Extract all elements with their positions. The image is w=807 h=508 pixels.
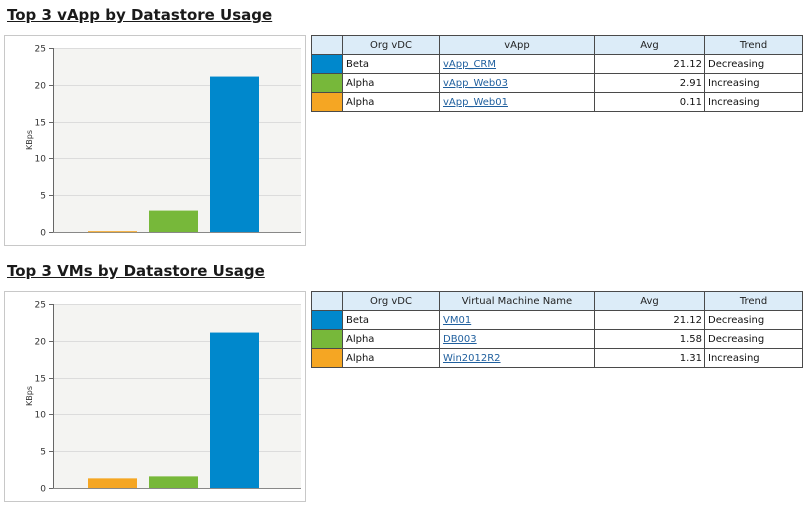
bar bbox=[149, 476, 198, 488]
color-column-header bbox=[311, 35, 343, 55]
org-vdc-cell: Alpha bbox=[342, 92, 440, 112]
bar bbox=[210, 332, 259, 488]
vapp-column-header[interactable]: vApp bbox=[439, 35, 595, 55]
vapp-datastore-bar-chart: 0 5 10 15 20 25 KBps bbox=[25, 45, 301, 239]
y-tick-label: 25 bbox=[35, 301, 46, 311]
y-tick-label: 5 bbox=[40, 448, 46, 458]
org-vdc-cell: Alpha bbox=[342, 73, 440, 93]
vapp-link[interactable]: vApp_Web01 bbox=[443, 96, 508, 108]
avg-cell: 1.31 bbox=[594, 348, 705, 368]
y-tick-label: 20 bbox=[35, 82, 47, 92]
avg-column-header[interactable]: Avg bbox=[594, 291, 705, 311]
color-swatch bbox=[311, 73, 343, 93]
trend-cell: Decreasing bbox=[704, 54, 803, 74]
bar bbox=[149, 210, 198, 232]
y-tick-label: 25 bbox=[35, 45, 46, 55]
vm-link[interactable]: DB003 bbox=[443, 333, 477, 345]
table-row: Alpha DB003 1.58 Decreasing bbox=[311, 329, 803, 349]
avg-cell: 0.11 bbox=[594, 92, 705, 112]
trend-cell: Decreasing bbox=[704, 329, 803, 349]
vapp-name-cell: vApp_CRM bbox=[439, 54, 595, 74]
org-vdc-cell: Beta bbox=[342, 310, 440, 330]
color-swatch bbox=[311, 329, 343, 349]
vapp-link[interactable]: vApp_CRM bbox=[443, 58, 497, 70]
color-swatch bbox=[311, 310, 343, 330]
trend-cell: Increasing bbox=[704, 73, 803, 93]
bar bbox=[88, 478, 137, 488]
bar bbox=[210, 76, 259, 233]
table-header-row: Org vDC Virtual Machine Name Avg Trend bbox=[311, 291, 803, 311]
trend-column-header[interactable]: Trend bbox=[704, 291, 803, 311]
vm-chart-panel: 0 5 10 15 20 25 KBps bbox=[4, 291, 306, 502]
color-swatch bbox=[311, 348, 343, 368]
bar bbox=[88, 231, 137, 233]
trend-cell: Decreasing bbox=[704, 310, 803, 330]
y-tick-label: 15 bbox=[35, 119, 46, 129]
plot-area bbox=[53, 48, 301, 232]
vm-usage-table: Org vDC Virtual Machine Name Avg Trend B… bbox=[311, 291, 803, 368]
color-swatch bbox=[311, 54, 343, 74]
vapp-usage-table: Org vDC vApp Avg Trend Beta vApp_CRM 21.… bbox=[311, 35, 803, 112]
avg-cell: 2.91 bbox=[594, 73, 705, 93]
vapp-name-cell: vApp_Web01 bbox=[439, 92, 595, 112]
org-vdc-column-header[interactable]: Org vDC bbox=[342, 291, 440, 311]
color-swatch bbox=[311, 92, 343, 112]
vapp-chart-panel: 0 5 10 15 20 25 KBps bbox=[4, 35, 306, 246]
color-column-header bbox=[311, 291, 343, 311]
y-tick-label: 0 bbox=[40, 485, 46, 495]
table-row: Alpha vApp_Web03 2.91 Increasing bbox=[311, 73, 803, 93]
vm-link[interactable]: Win2012R2 bbox=[443, 352, 501, 364]
table-row: Alpha Win2012R2 1.31 Increasing bbox=[311, 348, 803, 368]
vapp-name-cell: vApp_Web03 bbox=[439, 73, 595, 93]
org-vdc-cell: Alpha bbox=[342, 348, 440, 368]
trend-cell: Increasing bbox=[704, 92, 803, 112]
org-vdc-column-header[interactable]: Org vDC bbox=[342, 35, 440, 55]
vm-datastore-bar-chart: 0 5 10 15 20 25 KBps bbox=[25, 301, 301, 495]
avg-cell: 1.58 bbox=[594, 329, 705, 349]
y-tick-label: 0 bbox=[40, 229, 46, 239]
avg-column-header[interactable]: Avg bbox=[594, 35, 705, 55]
y-tick-label: 10 bbox=[35, 411, 47, 421]
y-axis-label: KBps bbox=[25, 386, 34, 406]
vm-name-cell: VM01 bbox=[439, 310, 595, 330]
vm-link[interactable]: VM01 bbox=[443, 314, 472, 326]
org-vdc-cell: Beta bbox=[342, 54, 440, 74]
avg-cell: 21.12 bbox=[594, 54, 705, 74]
vm-name-cell: Win2012R2 bbox=[439, 348, 595, 368]
table-header-row: Org vDC vApp Avg Trend bbox=[311, 35, 803, 55]
table-row: Alpha vApp_Web01 0.11 Increasing bbox=[311, 92, 803, 112]
trend-column-header[interactable]: Trend bbox=[704, 35, 803, 55]
plot-area bbox=[53, 304, 301, 488]
trend-cell: Increasing bbox=[704, 348, 803, 368]
vm-name-column-header[interactable]: Virtual Machine Name bbox=[439, 291, 595, 311]
y-tick-label: 20 bbox=[35, 338, 47, 348]
vapp-link[interactable]: vApp_Web03 bbox=[443, 77, 508, 89]
y-tick-label: 5 bbox=[40, 192, 46, 202]
section-title-vms: Top 3 VMs by Datastore Usage bbox=[7, 262, 265, 280]
avg-cell: 21.12 bbox=[594, 310, 705, 330]
vm-name-cell: DB003 bbox=[439, 329, 595, 349]
table-row: Beta VM01 21.12 Decreasing bbox=[311, 310, 803, 330]
org-vdc-cell: Alpha bbox=[342, 329, 440, 349]
table-row: Beta vApp_CRM 21.12 Decreasing bbox=[311, 54, 803, 74]
y-tick-label: 15 bbox=[35, 375, 46, 385]
section-title-vapp: Top 3 vApp by Datastore Usage bbox=[7, 6, 273, 24]
y-axis-label: KBps bbox=[25, 130, 34, 150]
y-tick-label: 10 bbox=[35, 155, 47, 165]
